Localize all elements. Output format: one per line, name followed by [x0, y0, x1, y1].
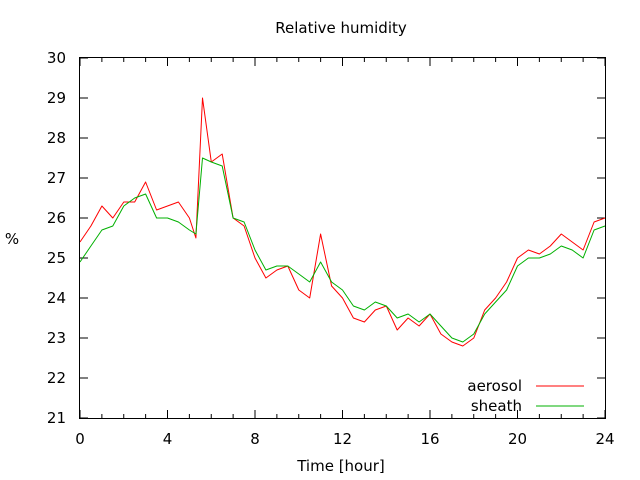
y-tick-label: 21 — [47, 409, 66, 427]
y-tick-label: 25 — [47, 249, 66, 267]
x-tick-label: 0 — [75, 430, 85, 448]
legend-label-sheath: sheath — [471, 397, 522, 415]
x-tick-label: 16 — [420, 430, 439, 448]
y-tick-label: 22 — [47, 369, 66, 387]
y-tick-label: 24 — [47, 289, 66, 307]
legend: aerosol sheath — [467, 377, 584, 415]
y-axis-label: % — [5, 230, 19, 248]
x-tick-label: 20 — [508, 430, 527, 448]
x-tick-label: 8 — [250, 430, 260, 448]
x-axis-label: Time [hour] — [296, 457, 385, 475]
x-tick-label: 24 — [595, 430, 614, 448]
axis-ticks: 21 22 23 24 25 26 27 28 29 30 0 4 8 12 16 20 24 — [47, 49, 615, 448]
series-line-sheath — [79, 157, 606, 343]
series-line-aerosol — [79, 97, 606, 347]
x-tick-label: 12 — [333, 430, 352, 448]
plot-frame — [79, 57, 606, 419]
y-tick-label: 28 — [47, 129, 66, 147]
chart-title: Relative humidity — [275, 19, 407, 37]
y-tick-label: 30 — [47, 49, 66, 67]
legend-label-aerosol: aerosol — [467, 377, 522, 395]
series-lines — [79, 97, 606, 347]
y-tick-label: 29 — [47, 89, 66, 107]
y-tick-label: 23 — [47, 329, 66, 347]
y-tick-label: 26 — [47, 209, 66, 227]
y-tick-label: 27 — [47, 169, 66, 187]
x-tick-label: 4 — [163, 430, 173, 448]
